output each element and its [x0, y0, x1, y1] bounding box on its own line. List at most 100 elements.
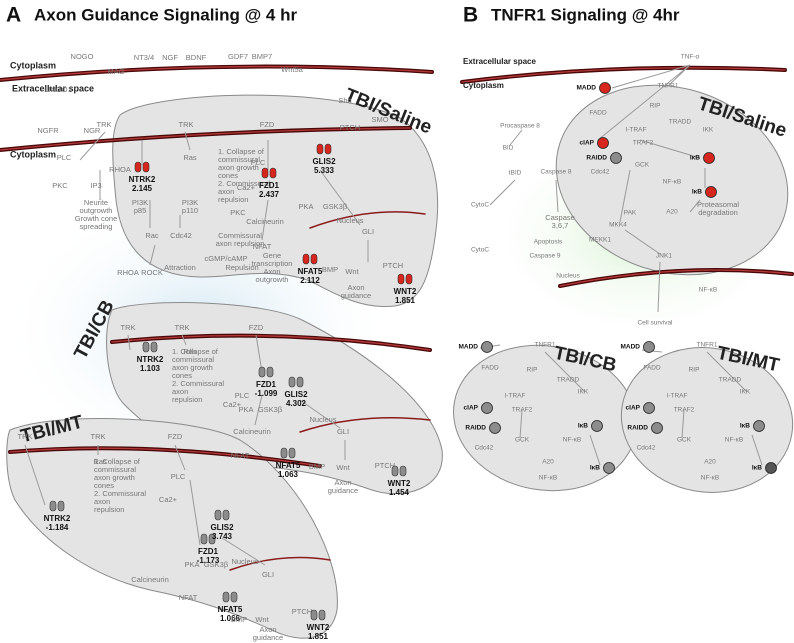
node-value: -1.099	[255, 389, 278, 398]
node-label: GSK3β	[323, 202, 348, 211]
node-label: Axon	[347, 283, 364, 292]
compartment-label: Cytoplasm	[10, 60, 56, 70]
node-label: GSK3β	[204, 560, 229, 569]
node-label: GSK3β	[258, 405, 283, 414]
node-label: IκB	[578, 423, 588, 430]
node-icon	[142, 341, 150, 353]
node-label: cIAP	[464, 405, 479, 412]
node-label: FADD	[589, 110, 607, 117]
node-label: IP3	[90, 181, 101, 190]
panel-letter: A	[6, 4, 21, 27]
node-label: Caspase 8	[540, 169, 571, 176]
node-icon	[150, 341, 158, 353]
node-label: TRK	[97, 120, 112, 129]
node-label: NGR	[84, 126, 101, 135]
node-icon	[597, 137, 609, 149]
node-icon	[49, 500, 57, 512]
node-label: Calcineurin	[233, 427, 271, 436]
node-label: NF-κB	[539, 475, 557, 482]
node-label: cIAP	[626, 405, 641, 412]
compartment-label: Cytoplasm	[463, 81, 504, 90]
node-label: Cdc42	[637, 445, 656, 452]
node-label: TRAF2	[633, 140, 654, 147]
node-label: commissural	[94, 465, 136, 474]
node-label: I-TRAF	[505, 393, 526, 400]
node-label: FZD	[168, 432, 183, 441]
node-label: 1. Collapse of	[94, 457, 141, 466]
node-label: ROCK	[141, 268, 163, 277]
region-blob	[112, 94, 439, 308]
node-label: Ras	[183, 347, 197, 356]
node-label: NTRK2	[129, 175, 156, 184]
node-label: PTCH	[340, 123, 360, 132]
node-label: Ras	[93, 457, 107, 466]
compartment-label: Cytoplasm	[10, 149, 56, 159]
node-label: cGMP/cAMP	[205, 254, 248, 263]
node-label: PI3K	[182, 198, 198, 207]
node-value: 3.743	[212, 532, 233, 541]
region-blob	[620, 347, 794, 493]
node-label: Rac	[145, 231, 159, 240]
node-label: commissural	[172, 355, 214, 364]
node-icon	[230, 591, 238, 603]
node-value: 1.851	[395, 296, 416, 305]
node-label: Commissural	[218, 231, 262, 240]
node-label: NGF	[162, 53, 178, 62]
node-icon	[261, 167, 269, 179]
node-label: NGFR	[37, 126, 59, 135]
node-label: Axon	[263, 267, 280, 276]
node-label: LINGO1	[44, 85, 72, 94]
node-icon	[57, 500, 65, 512]
node-icon	[703, 152, 715, 164]
node-label: IκB	[692, 189, 702, 196]
node-label: MADD	[459, 344, 479, 351]
node-icon	[705, 186, 717, 198]
node-label: IκB	[690, 155, 700, 162]
node-icon	[222, 509, 230, 521]
node-label: PKA	[238, 405, 253, 414]
node-label: Cdc42	[170, 231, 192, 240]
node-label: outgrowth	[80, 206, 113, 215]
node-label: FADD	[643, 365, 661, 372]
node-label: TNFR1	[535, 342, 556, 349]
node-label: guidance	[341, 291, 371, 300]
node-label: Ca2+	[159, 495, 178, 504]
node-label: Cdc42	[475, 445, 494, 452]
node-label: GLIS2	[284, 390, 308, 399]
node-label: BMP	[309, 462, 325, 471]
node-label: axon	[218, 187, 234, 196]
node-icon	[200, 533, 208, 545]
node-label: cIAP	[580, 140, 595, 147]
panel-title: TNFR1 Signaling @ 4hr	[491, 5, 680, 24]
node-label: I-TRAF	[667, 393, 688, 400]
node-value: 2.112	[300, 276, 320, 285]
node-icon	[258, 366, 266, 378]
node-label: cones	[94, 481, 114, 490]
node-icon	[599, 82, 611, 94]
node-value: 2.437	[259, 190, 280, 199]
node-label: Ca2+	[237, 183, 256, 192]
node-label: FZD1	[198, 547, 219, 556]
node-label: 2. Commissural	[218, 179, 270, 188]
node-label: I-TRAF	[626, 127, 647, 134]
node-label: GDF7	[228, 52, 248, 61]
node-icon	[643, 402, 655, 414]
node-label: PKA	[298, 202, 313, 211]
node-label: RIP	[650, 103, 661, 110]
node-icon	[142, 161, 150, 173]
node-label: spreading	[80, 222, 113, 231]
node-label: RAIDD	[586, 155, 607, 162]
node-icon	[753, 420, 765, 432]
node-label: BMP	[231, 615, 247, 624]
node-icon	[318, 609, 326, 621]
node-icon	[288, 447, 296, 459]
node-label: axon	[94, 497, 110, 506]
compartment-label: Extracellular space	[463, 57, 536, 66]
node-label: IKK	[740, 389, 751, 396]
node-label: IKK	[578, 389, 589, 396]
node-label: guidance	[253, 633, 283, 642]
node-label: TRADD	[719, 377, 742, 384]
node-label: Wnt	[255, 615, 269, 624]
node-label: Procaspase 8	[500, 123, 540, 130]
